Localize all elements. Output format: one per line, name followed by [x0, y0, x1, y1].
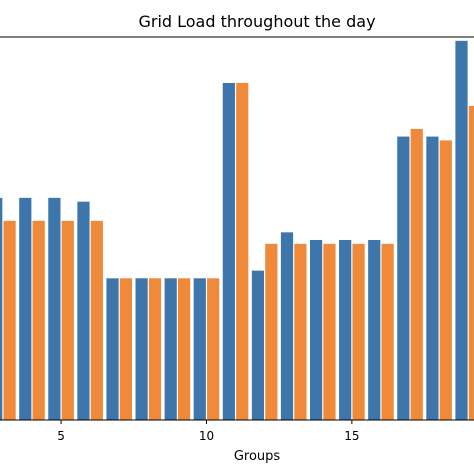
bar-series2-group-3: [3, 220, 16, 420]
bar-series1-group-4: [19, 197, 32, 420]
bars-group: [0, 40, 474, 420]
bar-series2-group-19: [468, 105, 474, 420]
bar-series1-group-15: [339, 239, 352, 420]
bar-series1-group-18: [426, 136, 439, 420]
x-tick-label-5: 5: [57, 429, 65, 443]
x-ticks-group: 5 10 15: [57, 420, 360, 443]
x-tick-label-15: 15: [344, 429, 359, 443]
bar-series2-group-4: [32, 220, 45, 420]
bar-series1-group-14: [309, 239, 323, 420]
bar-series1-group-16: [368, 239, 381, 420]
bar-series1-group-7: [106, 278, 119, 420]
bar-series1-group-13: [280, 232, 294, 420]
bar-series2-group-5: [61, 220, 74, 420]
bar-series2-group-11: [236, 82, 249, 420]
bar-series2-group-8: [148, 278, 162, 420]
chart-title: Grid Load throughout the day: [138, 12, 375, 31]
bar-series2-group-13: [294, 243, 307, 420]
bar-series1-group-17: [397, 136, 410, 420]
bar-series2-group-9: [177, 278, 191, 420]
x-tick-label-10: 10: [199, 429, 214, 443]
bar-series2-group-16: [381, 243, 394, 420]
bar-series1-group-8: [135, 278, 148, 420]
bar-series1-group-5: [48, 197, 61, 420]
bar-series2-group-7: [119, 278, 133, 420]
bar-series1-group-11: [222, 82, 235, 420]
bar-series1-group-3: [0, 197, 3, 420]
x-axis-label: Groups: [234, 449, 281, 464]
bar-series2-group-12: [265, 243, 278, 420]
bar-series2-group-10: [207, 278, 220, 420]
bar-series1-group-6: [77, 201, 90, 420]
bar-series1-group-12: [251, 270, 265, 420]
bar-series2-group-6: [90, 220, 103, 420]
bar-series2-group-17: [410, 128, 423, 420]
bar-series1-group-9: [164, 278, 177, 420]
bar-series1-group-10: [193, 278, 206, 420]
plot-area: [0, 40, 474, 420]
bar-series1-group-19: [455, 40, 468, 420]
bar-series2-group-14: [323, 243, 336, 420]
bar-series2-group-18: [439, 140, 452, 420]
bar-series2-group-15: [352, 243, 365, 420]
